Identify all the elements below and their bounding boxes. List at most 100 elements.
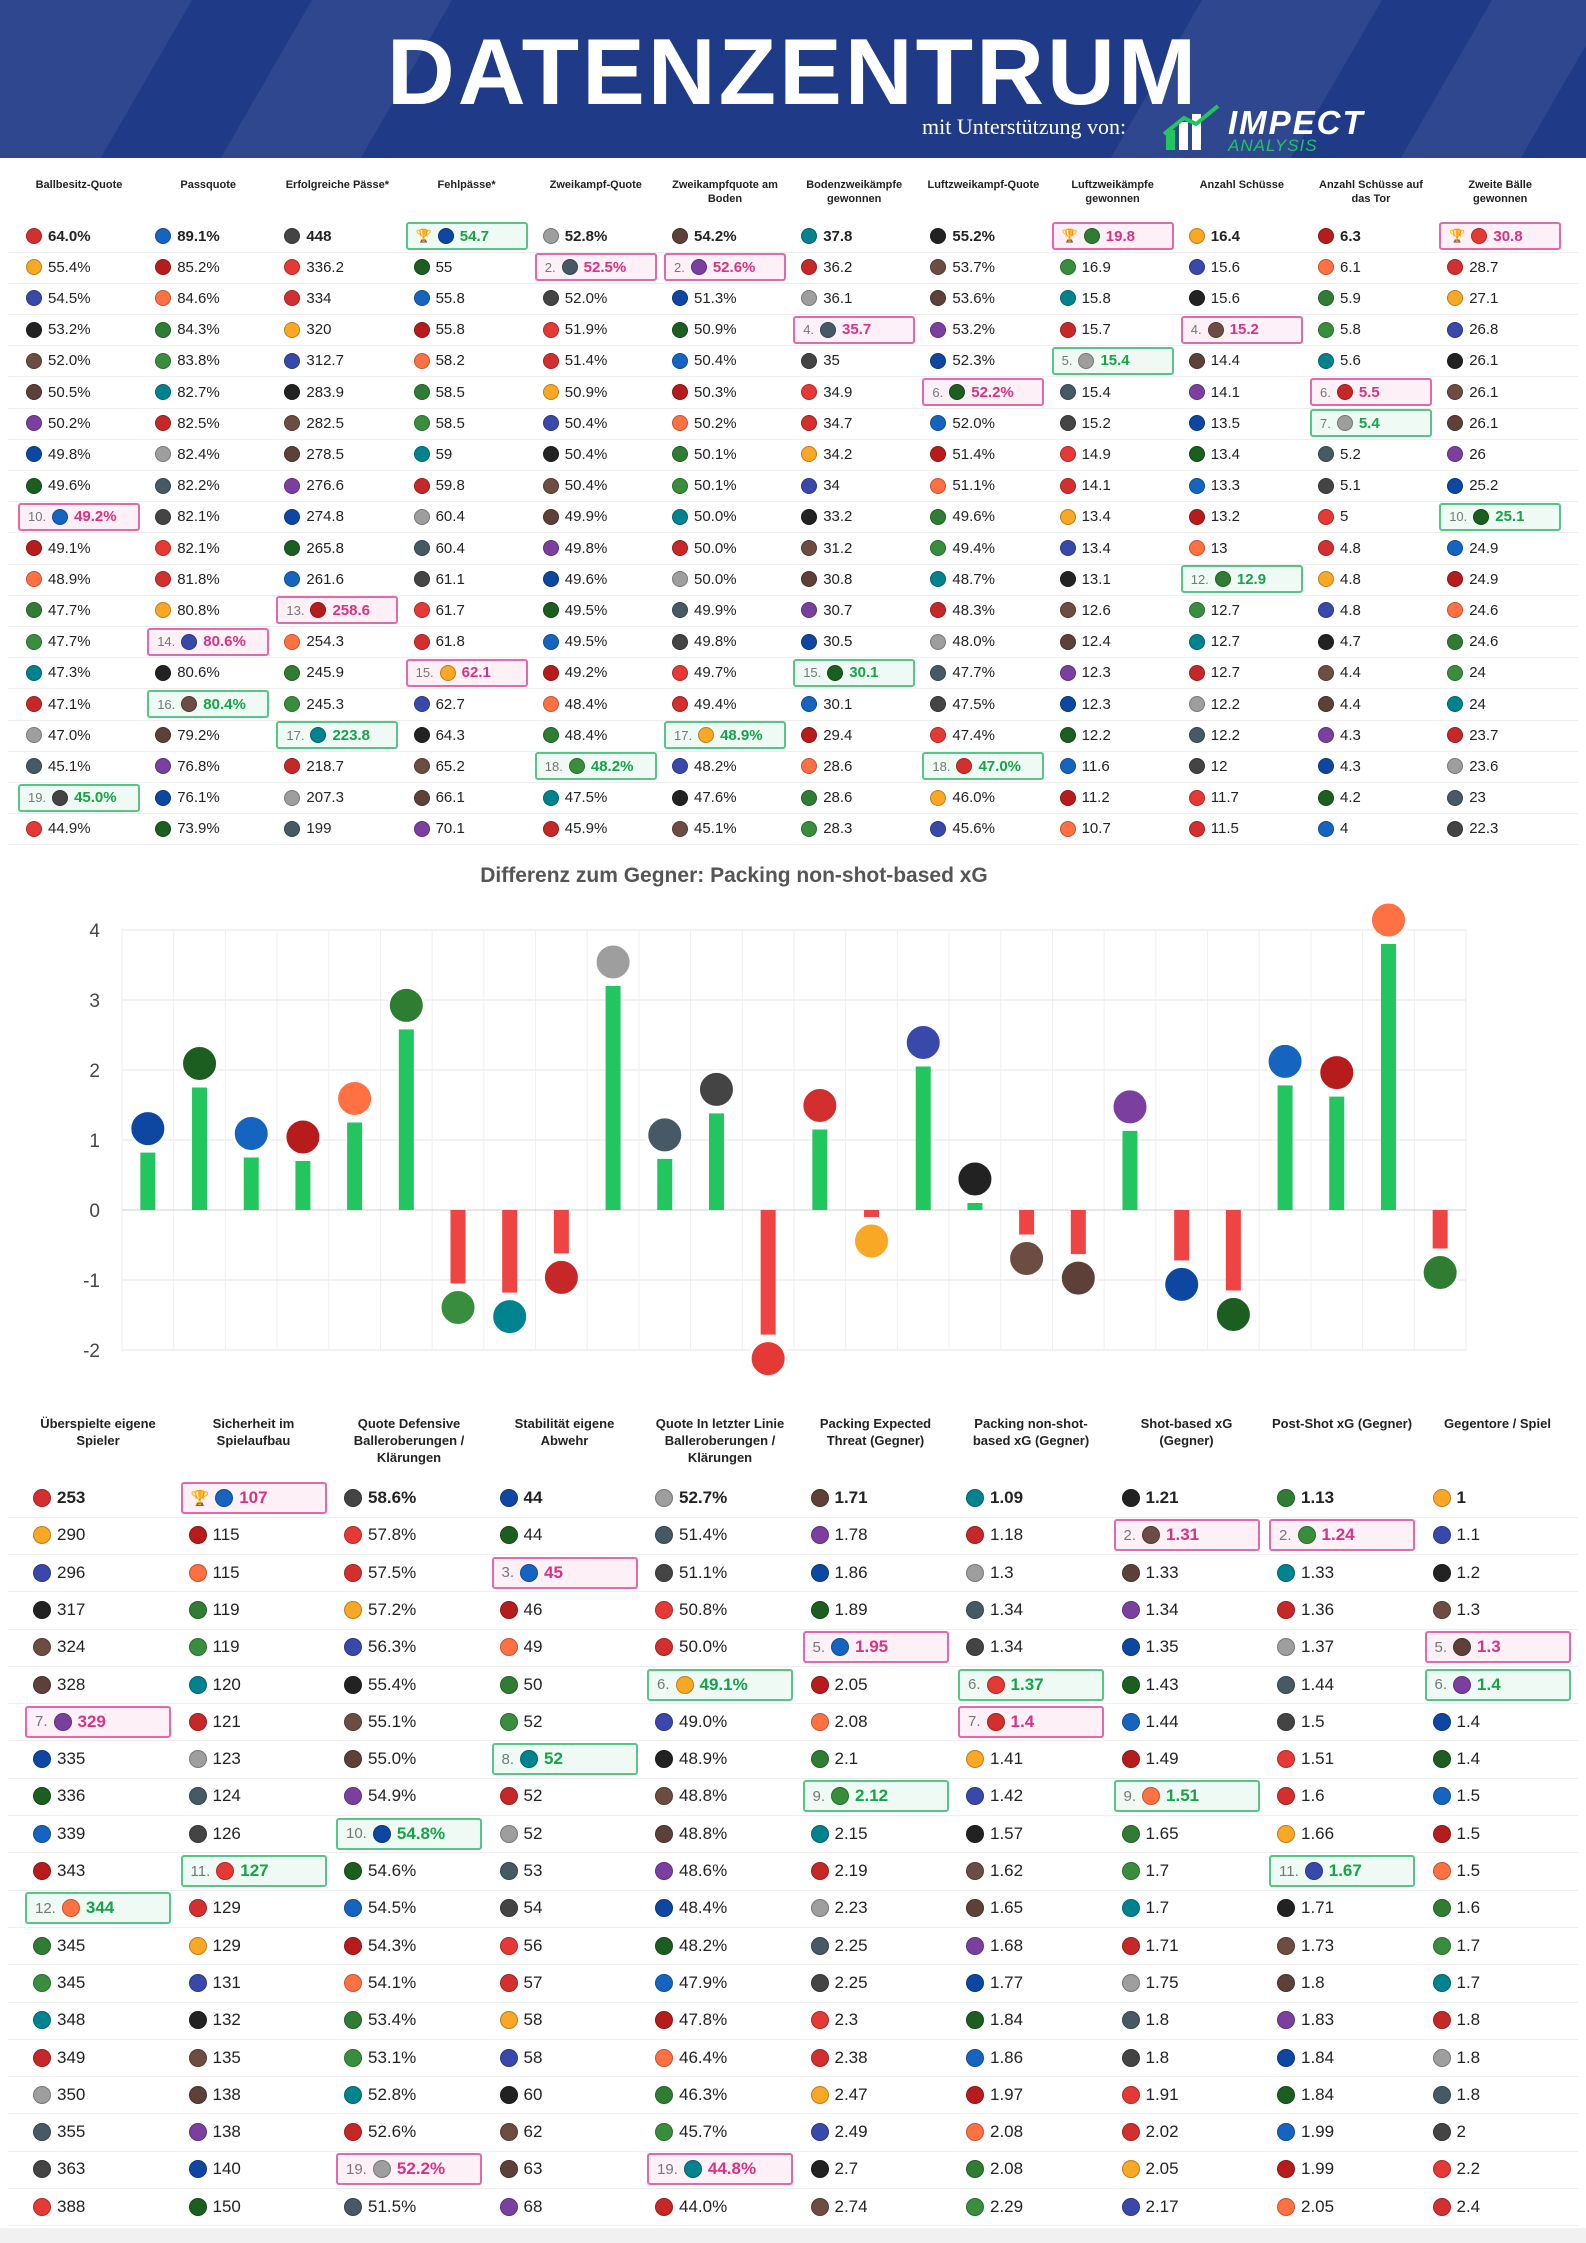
stat-value: 24.9 xyxy=(1469,570,1499,588)
stat-value: 36.1 xyxy=(823,289,853,307)
team-crest-icon xyxy=(1188,602,1205,619)
stat-value: 49.5% xyxy=(564,633,608,651)
stat-value: 51.1% xyxy=(952,477,995,495)
team-crest-icon xyxy=(26,259,42,276)
stat-value: 14.4 xyxy=(1210,352,1240,370)
team-crest-icon xyxy=(1078,352,1095,369)
stat-value: 2.02 xyxy=(1145,2122,1179,2142)
stat-cell: 1.71 xyxy=(803,1482,949,1514)
team-crest-icon xyxy=(413,508,430,525)
stat-value: 344 xyxy=(85,1898,115,1918)
stat-cell: 4 xyxy=(1310,815,1432,843)
stat-value: 1.67 xyxy=(1328,1861,1362,1880)
team-crest-icon xyxy=(33,1600,51,1619)
team-crest-icon xyxy=(966,1973,984,1992)
team-crest-icon xyxy=(155,508,172,525)
stat-value: 50 xyxy=(523,1674,543,1694)
team-crest-icon xyxy=(284,415,301,432)
row-divider xyxy=(8,2150,1578,2152)
stat-value: 47.9% xyxy=(679,1972,728,1992)
team-crest-icon xyxy=(1318,477,1334,494)
team-crest-icon xyxy=(810,1973,829,1992)
team-crest-icon xyxy=(284,446,301,463)
stat-value: 59.8 xyxy=(435,477,465,495)
team-crest-icon xyxy=(1432,1899,1451,1918)
stat-value: 207.3 xyxy=(306,789,344,807)
stat-value: 53.4% xyxy=(368,2010,417,2030)
stat-value: 57 xyxy=(523,1972,543,1992)
row-divider xyxy=(8,1926,1578,1928)
team-crest-icon xyxy=(1110,1087,1150,1127)
stat-cell: 49.1% xyxy=(18,534,140,562)
stat-cell: 2.1 xyxy=(803,1743,949,1775)
stat-value: 48.0% xyxy=(952,633,995,651)
team-crest-icon xyxy=(26,571,42,588)
stat-cell: 7. 1.4 xyxy=(958,1705,1104,1738)
stat-cell: 5.1 xyxy=(1310,472,1432,500)
team-crest-icon xyxy=(284,789,301,806)
team-crest-icon xyxy=(33,1526,51,1545)
stat-cell: 1.5 xyxy=(1269,1706,1415,1738)
team-crest-icon xyxy=(1059,259,1076,276)
team-crest-icon xyxy=(542,820,559,837)
stat-value: 1.2 xyxy=(1456,1562,1481,1582)
stat-cell: 60.4 xyxy=(406,503,528,531)
stat-cell: 12.4 xyxy=(1052,628,1174,656)
stat-cell: 50.2% xyxy=(664,409,786,437)
stat-cell: 317 xyxy=(25,1594,171,1626)
stat-cell: 11.6 xyxy=(1052,752,1174,780)
stat-cell: 89.1% xyxy=(147,222,269,250)
stat-cell: 58.2 xyxy=(406,347,528,375)
team-crest-icon xyxy=(542,228,559,244)
team-crest-icon xyxy=(33,1489,51,1507)
stat-cell: 1.8 xyxy=(1269,1967,1415,1999)
stat-cell: 49.7% xyxy=(664,659,786,687)
stat-cell: 1.84 xyxy=(1269,2079,1415,2111)
team-crest-icon xyxy=(284,664,301,681)
team-crest-icon xyxy=(284,384,301,400)
team-crest-icon xyxy=(1277,1600,1295,1619)
stat-value: 45.6% xyxy=(952,820,995,838)
team-crest-icon xyxy=(1318,664,1334,681)
stat-cell: 6.3 xyxy=(1310,222,1432,250)
stat-cell: 52 xyxy=(492,1780,638,1812)
team-crest-icon xyxy=(344,2048,362,2067)
stat-cell: 1.65 xyxy=(958,1892,1104,1924)
stat-cell: 129 xyxy=(181,1892,327,1924)
stat-value: 1.89 xyxy=(834,1599,868,1619)
stat-value: 44.0% xyxy=(679,2196,728,2216)
stat-cell: 47.7% xyxy=(18,596,140,624)
team-crest-icon xyxy=(499,1936,518,1955)
team-crest-icon xyxy=(413,259,430,276)
stat-value: 52.6% xyxy=(368,2122,417,2142)
stat-value: 49.8% xyxy=(564,539,608,557)
stat-value: 55.4% xyxy=(368,1674,417,1694)
stat-cell: 129 xyxy=(181,1930,327,1962)
team-crest-icon xyxy=(52,508,69,525)
stat-cell: 7. 5.4 xyxy=(1310,409,1432,438)
stat-cell: 12.2 xyxy=(1181,721,1303,749)
team-crest-icon xyxy=(33,2197,51,2216)
team-crest-icon xyxy=(810,1936,829,1955)
team-crest-icon xyxy=(26,727,42,744)
y-tick-label: 1 xyxy=(89,1131,100,1152)
stat-value: 2.7 xyxy=(834,2159,859,2179)
column-header: Zweikampf-Quote xyxy=(549,179,642,191)
stat-value: 12 xyxy=(1210,757,1228,775)
team-crest-icon xyxy=(26,633,42,650)
stat-value: 60 xyxy=(523,2084,543,2104)
rank-label: 7. xyxy=(968,1713,981,1731)
team-crest-icon xyxy=(33,1973,51,1992)
stat-cell: 50.0% xyxy=(664,503,786,531)
stat-value: 50.2% xyxy=(694,414,737,432)
stat-value: 1.33 xyxy=(1145,1562,1179,1582)
stat-value: 49.6% xyxy=(564,570,608,588)
stat-value: 82.2% xyxy=(177,477,220,495)
team-crest-icon xyxy=(655,1899,673,1918)
stat-cell: 5.8 xyxy=(1310,316,1432,344)
stat-cell: 46.3% xyxy=(647,2079,793,2111)
y-tick-label: 4 xyxy=(89,921,100,942)
stat-cell: 1.51 xyxy=(1269,1743,1415,1775)
team-crest-icon xyxy=(155,321,172,338)
stat-value: 27.1 xyxy=(1469,289,1499,307)
